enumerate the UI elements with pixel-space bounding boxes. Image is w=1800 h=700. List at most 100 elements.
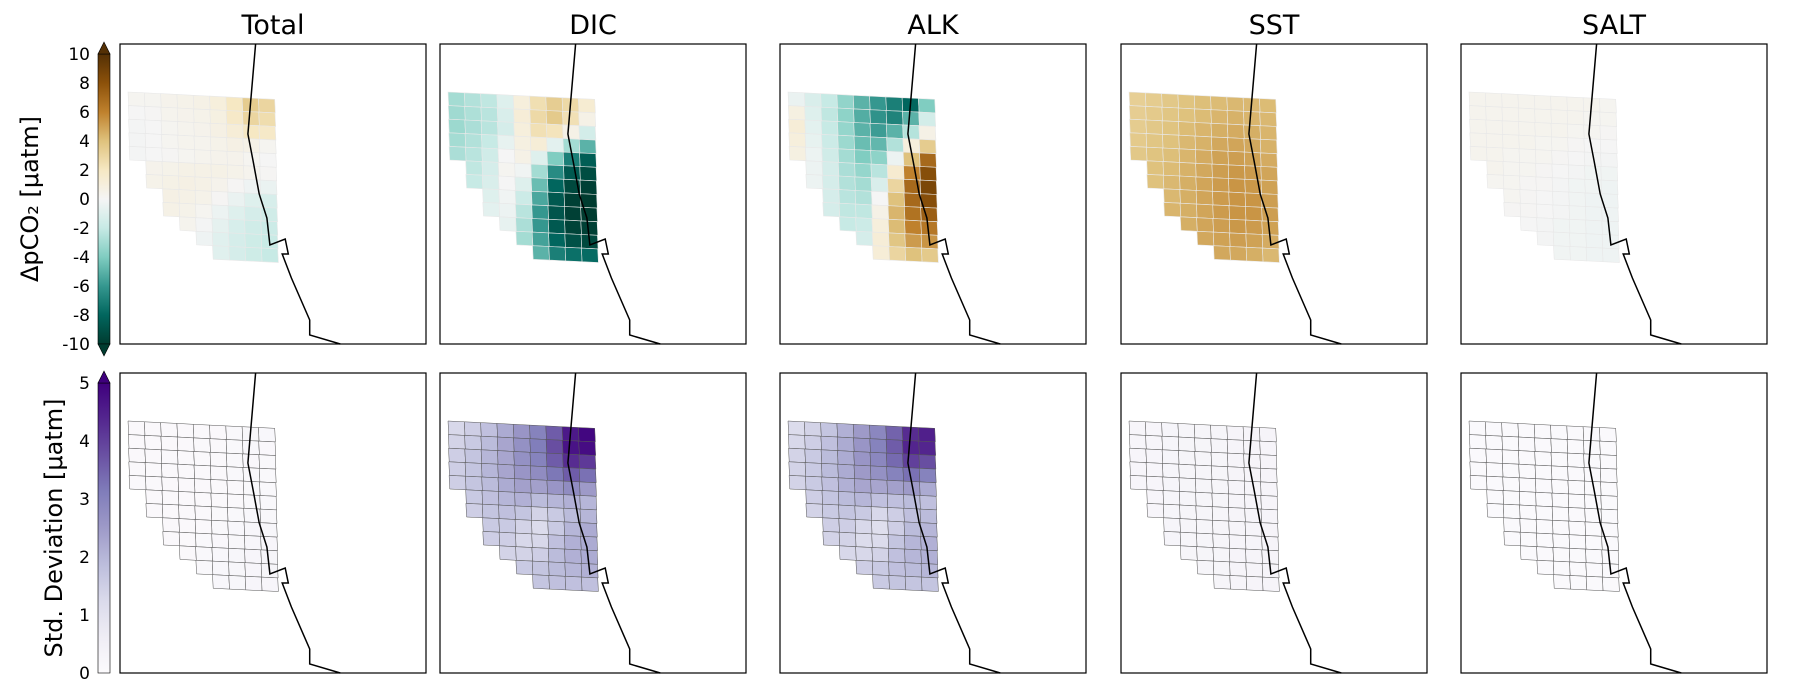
heatmap-cell	[210, 506, 229, 522]
heatmap-cell	[212, 574, 230, 590]
heatmap-cell	[1245, 246, 1264, 263]
heatmap-cell	[564, 233, 583, 249]
heatmap-cell	[1260, 179, 1279, 195]
heatmap-cell	[1469, 118, 1487, 134]
heatmap-cell	[259, 166, 278, 182]
heatmap-cell	[903, 192, 922, 208]
heatmap-cell	[498, 491, 516, 507]
heatmap-cell	[1583, 440, 1601, 455]
heatmap-cell	[177, 121, 195, 137]
heatmap-cell	[211, 231, 230, 247]
heatmap-cell	[578, 454, 597, 470]
heatmap-cell	[820, 106, 839, 122]
heatmap-cell	[145, 160, 163, 176]
heatmap-cell	[1502, 463, 1520, 479]
heatmap-cell	[160, 422, 178, 438]
heatmap-cell	[243, 206, 262, 222]
heatmap-cell	[1210, 424, 1228, 440]
heatmap-cell	[258, 111, 277, 127]
heatmap-cell	[904, 233, 923, 249]
heatmap-cell	[161, 503, 180, 519]
heatmap-cell	[499, 545, 517, 561]
heatmap-cell	[1144, 92, 1163, 108]
heatmap-cell	[481, 147, 500, 163]
heatmap-cell	[919, 193, 938, 209]
heatmap-cell	[225, 110, 244, 126]
heatmap-cell	[498, 531, 517, 547]
heatmap-cell	[1485, 435, 1503, 451]
heatmap-cell	[1177, 423, 1196, 439]
heatmap-cell	[209, 95, 227, 111]
heatmap-cell	[194, 505, 213, 521]
heatmap-cell	[1501, 422, 1519, 438]
heatmap-cell	[481, 490, 500, 506]
heatmap-cell	[1162, 476, 1180, 492]
heatmap-cell	[1552, 533, 1570, 549]
heatmap-cell	[244, 562, 263, 578]
heatmap-cell	[1502, 476, 1520, 492]
heatmap-cell	[1518, 162, 1537, 178]
heatmap-cell	[871, 204, 890, 220]
heatmap-cell	[497, 148, 516, 164]
heatmap-cell	[548, 561, 566, 577]
heatmap-cell	[820, 449, 839, 465]
heatmap-cell	[1486, 489, 1504, 505]
heatmap-cell	[1566, 123, 1585, 139]
heatmap-cell	[1584, 192, 1603, 208]
heatmap-cell	[852, 94, 871, 111]
heatmap-cell	[193, 451, 211, 467]
heatmap-cell	[1227, 150, 1246, 167]
heatmap-cell	[144, 106, 162, 122]
heatmap-cell	[1212, 520, 1230, 535]
heatmap-cell	[904, 576, 923, 591]
heatmap-cell	[193, 122, 212, 138]
heatmap-cell	[447, 105, 466, 121]
heatmap-cell	[243, 192, 262, 208]
heatmap-cell	[563, 494, 581, 510]
heatmap-cell	[1585, 548, 1603, 564]
heatmap-cell	[1195, 190, 1214, 206]
heatmap-cell	[1502, 147, 1521, 163]
heatmap-cell	[787, 420, 806, 436]
panel-frame	[119, 43, 427, 345]
heatmap-cell	[463, 92, 482, 108]
heatmap-cell	[1245, 535, 1263, 551]
heatmap-cell	[1195, 478, 1213, 494]
heatmap-cell	[1259, 454, 1278, 470]
heatmap-cell	[1212, 218, 1231, 234]
heatmap-cell	[1226, 425, 1245, 441]
heatmap-cell	[194, 190, 213, 206]
heatmap-cell	[529, 438, 548, 454]
heatmap-cell	[1193, 94, 1212, 111]
heatmap-cell	[1534, 149, 1553, 165]
heatmap-cell	[178, 202, 197, 219]
heatmap-cell	[579, 166, 598, 182]
heatmap-cell	[545, 96, 564, 112]
heatmap-cell	[1551, 177, 1570, 193]
heatmap-cell	[1569, 232, 1587, 248]
heatmap-cell	[821, 503, 840, 519]
heatmap-cell	[1161, 435, 1180, 451]
heatmap-cell	[464, 119, 483, 135]
heatmap-cell	[872, 245, 890, 261]
heatmap-cell	[481, 476, 499, 492]
heatmap-cell	[161, 147, 180, 163]
heatmap-cell	[1145, 435, 1163, 451]
heatmap-cell	[513, 135, 532, 151]
heatmap-cell	[497, 450, 515, 466]
heatmap-cell	[448, 434, 466, 450]
heatmap-cell	[1245, 233, 1264, 249]
heatmap-cell	[1583, 110, 1601, 127]
heatmap-cell	[1568, 205, 1587, 221]
heatmap-cell	[480, 106, 499, 122]
heatmap-cell	[547, 218, 566, 235]
heatmap-cell	[1535, 519, 1554, 535]
heatmap-cell	[581, 247, 599, 263]
heatmap-cell	[564, 562, 583, 578]
heatmap-cell	[870, 506, 889, 522]
heatmap-cell	[562, 440, 580, 455]
heatmap-cell	[580, 536, 598, 551]
heatmap-cell	[1485, 106, 1503, 122]
heatmap-cell	[244, 246, 263, 263]
heatmap-cell	[145, 489, 163, 505]
